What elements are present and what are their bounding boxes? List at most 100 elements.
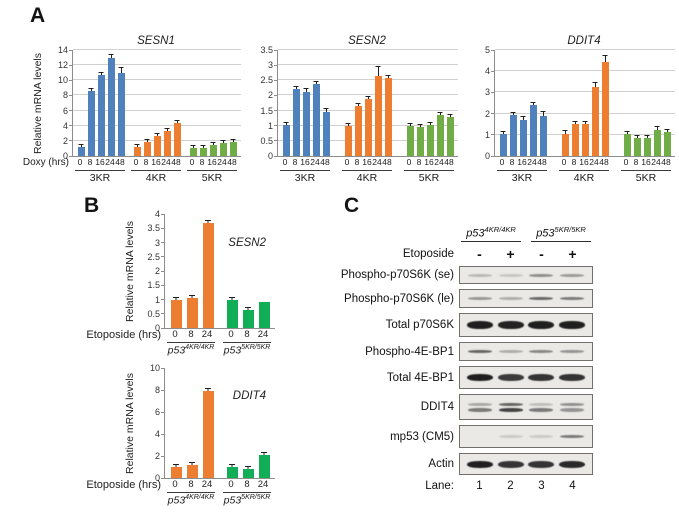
bar: [519, 119, 527, 156]
error-bar: [447, 113, 453, 117]
y-tick-label: 4: [63, 121, 72, 131]
chart-sesn2-doxy: SESN2 0 0.5 1 1.5 2 2.5 3 3.5 0 8 16 24 48 0 8 16 24 48 0 8 1…: [251, 28, 458, 184]
blot-band: [559, 273, 584, 277]
blot-band: [498, 297, 523, 300]
y-tick-label: 5: [485, 45, 494, 55]
y-tick-label: 3: [268, 60, 277, 70]
bar: [173, 122, 181, 156]
chart-title: DDIT4: [567, 35, 601, 47]
x-tick-label: 0: [499, 157, 505, 167]
bar: [354, 106, 362, 156]
y-tick-label: 2.5: [260, 75, 277, 85]
bar: [170, 467, 182, 478]
y-axis: 0 2 4 6 8 10 12 14: [46, 45, 72, 161]
blot-box: [459, 425, 593, 448]
panel-a-charts: SESN1 Relative mRNA levels 0 2 4 6 8 10 12 14 Doxy…: [23, 28, 675, 184]
bar: [312, 84, 320, 156]
x-tick-label: 48: [599, 157, 609, 167]
y-tick-label: 1: [268, 121, 277, 131]
blot-band: [528, 460, 555, 468]
blot-band: [529, 435, 554, 438]
gridline: [73, 94, 241, 96]
x-tick-label: 24: [527, 157, 537, 167]
bar: [202, 391, 214, 478]
blot-band: [468, 402, 493, 406]
blot-band: [559, 297, 584, 300]
bar: [186, 464, 198, 478]
bar: [219, 143, 227, 156]
y-tick-label: 4: [155, 209, 164, 219]
gridline: [495, 91, 675, 93]
blot-band: [497, 374, 524, 381]
error-bar: [229, 464, 235, 467]
lane-label: Lane:: [425, 480, 454, 492]
x-tick-label: 48: [171, 157, 181, 167]
bar: [561, 133, 569, 156]
group-label: 5KR: [187, 170, 237, 184]
x-tick-label: 48: [115, 157, 125, 167]
group-label: 4KR: [559, 170, 609, 184]
error-bar: [293, 86, 299, 89]
bar: [242, 310, 254, 328]
gridline: [495, 112, 675, 114]
blot-row-label: mp53 (CM5): [390, 430, 454, 443]
bar: [133, 146, 141, 156]
treatment-sign: -: [539, 246, 544, 262]
blot-box: [459, 453, 593, 475]
error-bar: [174, 119, 180, 123]
blot-box: [459, 289, 593, 308]
bar: [97, 75, 105, 156]
group-label: 3KR: [497, 170, 547, 184]
bar: [446, 117, 454, 156]
bar: [226, 467, 238, 478]
bar: [282, 125, 290, 156]
x-tick-label: 24: [105, 157, 115, 167]
x-tick-label: 8: [143, 157, 149, 167]
x-tick-label: 8: [188, 329, 194, 340]
group-label: 3KR: [280, 170, 330, 184]
error-bar: [375, 66, 381, 76]
x-tick-label: 8: [244, 479, 250, 490]
blot-band: [529, 402, 554, 406]
treatment-row: - + - +: [459, 247, 593, 261]
x-tick-label: 48: [382, 157, 392, 167]
x-tick-label: 0: [623, 157, 629, 167]
error-bar: [654, 125, 660, 130]
error-bar: [245, 307, 251, 310]
x-tick-label: 16: [517, 157, 527, 167]
x-tick-label: 24: [201, 329, 213, 340]
blot-row-label: Total 4E-BP1: [386, 371, 454, 384]
blot-band: [559, 407, 584, 412]
error-bar: [592, 81, 598, 87]
y-tick-label: 2.5: [147, 252, 164, 262]
y-tick-label: 1: [485, 130, 494, 140]
error-bar: [437, 112, 443, 115]
x-tick-label: 16: [362, 157, 372, 167]
error-bar: [427, 121, 433, 125]
bar: [384, 77, 392, 156]
bar: [242, 469, 254, 478]
error-bar: [313, 81, 319, 84]
x-axis: 0 8 16 24 48 0 8 16 24 48 0 8 16 24 48: [277, 157, 457, 168]
error-bar: [154, 132, 160, 136]
y-tick-label: 0.5: [147, 309, 164, 319]
y-tick-label: 10: [150, 363, 164, 373]
y-tick-label: 3: [155, 238, 164, 248]
blot-row-label: Actin: [428, 458, 454, 470]
x-tick-label: 8: [199, 157, 205, 167]
bar: [416, 126, 424, 156]
blot-band: [528, 321, 555, 329]
bar: [663, 131, 671, 156]
blot-row-label: Total p70S6K: [385, 319, 454, 331]
error-bar: [78, 143, 84, 147]
x-tick-label: 16: [424, 157, 434, 167]
error-bar: [200, 144, 206, 148]
y-tick-label: 2: [63, 136, 72, 146]
gridline: [278, 79, 458, 81]
error-bar: [205, 388, 211, 391]
blot-box: [459, 313, 593, 337]
error-bar: [88, 87, 94, 91]
blot-band: [468, 350, 493, 353]
error-bar: [644, 134, 650, 138]
plot-area: [72, 49, 241, 157]
